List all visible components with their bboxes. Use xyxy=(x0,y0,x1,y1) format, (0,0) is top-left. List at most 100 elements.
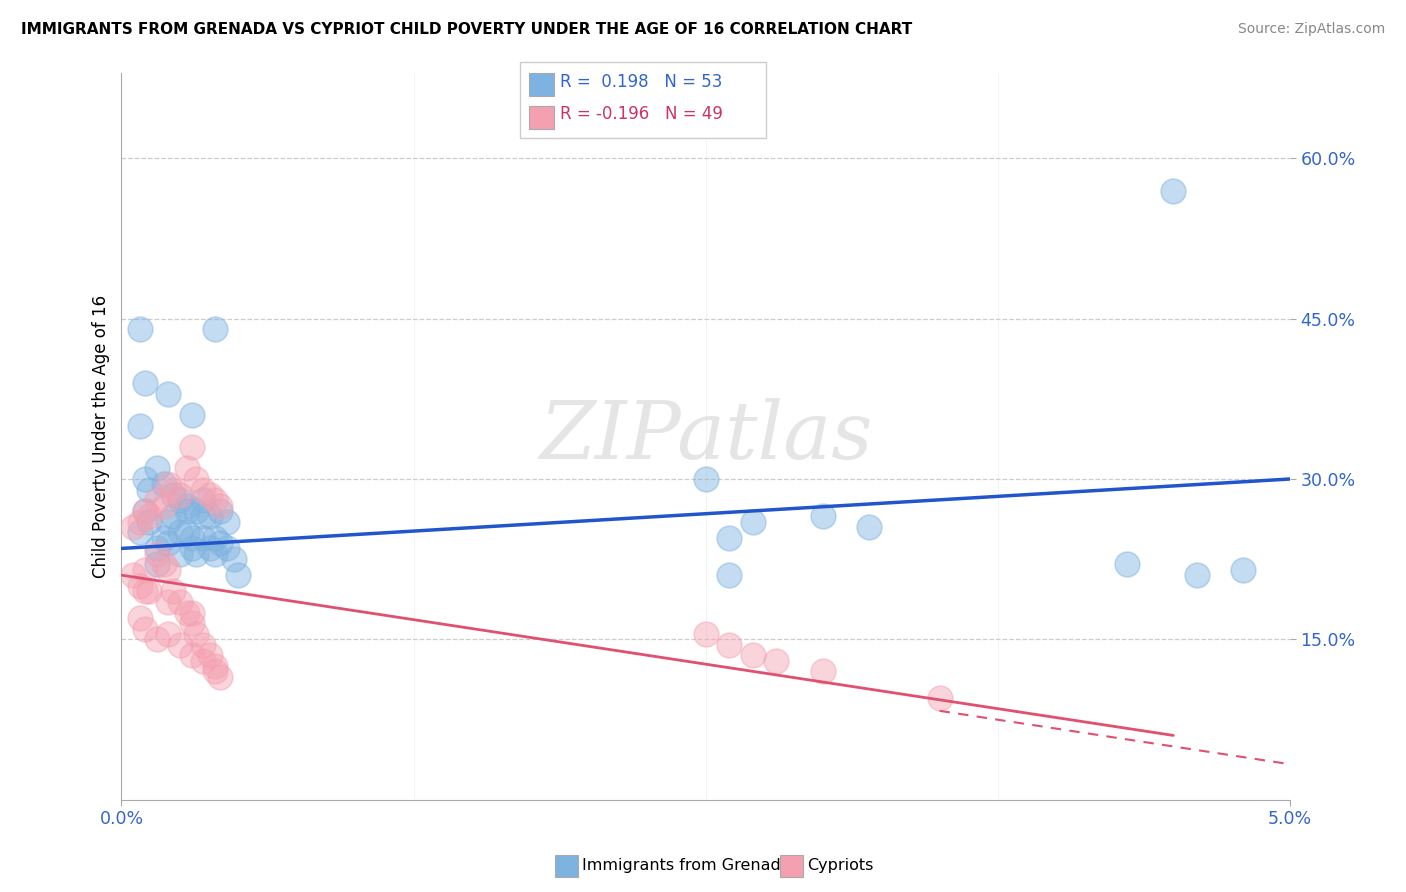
Text: R = -0.196   N = 49: R = -0.196 N = 49 xyxy=(560,105,723,123)
Point xyxy=(193,638,215,652)
Point xyxy=(169,525,191,540)
Point xyxy=(204,659,226,673)
Point xyxy=(157,477,180,491)
Point xyxy=(186,472,208,486)
Point xyxy=(1185,568,1208,582)
Point xyxy=(134,622,156,636)
Point xyxy=(718,531,741,545)
Point xyxy=(176,606,198,620)
Point xyxy=(1115,558,1137,572)
Point xyxy=(204,493,226,508)
Point xyxy=(157,536,180,550)
Point xyxy=(1163,184,1185,198)
Point xyxy=(162,483,184,497)
Point xyxy=(152,477,174,491)
Point xyxy=(193,483,215,497)
Point xyxy=(741,515,763,529)
Point xyxy=(180,606,202,620)
Point xyxy=(134,504,156,518)
Point xyxy=(208,499,231,513)
Point xyxy=(204,665,226,679)
Point xyxy=(129,418,152,433)
Point xyxy=(157,595,180,609)
Point xyxy=(204,322,226,336)
Point xyxy=(122,568,145,582)
Point xyxy=(169,638,191,652)
Point xyxy=(122,520,145,534)
Point xyxy=(193,654,215,668)
Text: R =  0.198   N = 53: R = 0.198 N = 53 xyxy=(560,73,721,91)
Point xyxy=(186,627,208,641)
Point xyxy=(215,541,238,556)
Text: IMMIGRANTS FROM GRENADA VS CYPRIOT CHILD POVERTY UNDER THE AGE OF 16 CORRELATION: IMMIGRANTS FROM GRENADA VS CYPRIOT CHILD… xyxy=(21,22,912,37)
Point xyxy=(134,584,156,599)
Point xyxy=(129,611,152,625)
Point xyxy=(718,638,741,652)
Point xyxy=(134,504,156,518)
Point xyxy=(741,648,763,663)
Point xyxy=(134,563,156,577)
Point xyxy=(193,531,215,545)
Point xyxy=(157,563,180,577)
Point xyxy=(129,515,152,529)
Point xyxy=(180,531,202,545)
Point xyxy=(695,627,717,641)
Point xyxy=(129,525,152,540)
Point xyxy=(208,536,231,550)
Point xyxy=(765,654,787,668)
Point xyxy=(200,648,222,663)
Point xyxy=(157,627,180,641)
Point xyxy=(180,648,202,663)
Text: Cypriots: Cypriots xyxy=(807,858,873,872)
Point xyxy=(1232,563,1254,577)
Point xyxy=(193,493,215,508)
Point xyxy=(200,541,222,556)
Point xyxy=(811,665,834,679)
Point xyxy=(138,584,160,599)
Point xyxy=(186,547,208,561)
Point xyxy=(138,509,160,524)
Point xyxy=(180,408,202,422)
Point xyxy=(204,531,226,545)
Point xyxy=(134,472,156,486)
Point xyxy=(138,483,160,497)
Point xyxy=(145,461,167,475)
Point xyxy=(145,547,167,561)
Y-axis label: Child Poverty Under the Age of 16: Child Poverty Under the Age of 16 xyxy=(93,294,110,578)
Point xyxy=(162,584,184,599)
Point xyxy=(200,488,222,502)
Point xyxy=(858,520,880,534)
Point xyxy=(208,504,231,518)
Point xyxy=(180,541,202,556)
Point xyxy=(193,509,215,524)
Point xyxy=(186,504,208,518)
Point xyxy=(152,499,174,513)
Point xyxy=(145,632,167,647)
Point xyxy=(129,579,152,593)
Text: Source: ZipAtlas.com: Source: ZipAtlas.com xyxy=(1237,22,1385,37)
Point xyxy=(176,504,198,518)
Point xyxy=(169,493,191,508)
Point xyxy=(204,547,226,561)
Point xyxy=(222,552,245,566)
Point xyxy=(162,509,184,524)
Point xyxy=(157,386,180,401)
Point xyxy=(226,568,249,582)
Point xyxy=(176,525,198,540)
Point xyxy=(152,531,174,545)
Point xyxy=(928,691,950,706)
Text: Immigrants from Grenada: Immigrants from Grenada xyxy=(582,858,790,872)
Point xyxy=(695,472,717,486)
Point xyxy=(718,568,741,582)
Point xyxy=(145,558,167,572)
Point xyxy=(157,515,180,529)
Point xyxy=(129,322,152,336)
Text: ZIPatlas: ZIPatlas xyxy=(538,398,873,475)
Point xyxy=(169,488,191,502)
Point xyxy=(145,493,167,508)
Point xyxy=(180,616,202,631)
Point xyxy=(200,509,222,524)
Point xyxy=(152,558,174,572)
Point xyxy=(176,461,198,475)
Point xyxy=(162,488,184,502)
